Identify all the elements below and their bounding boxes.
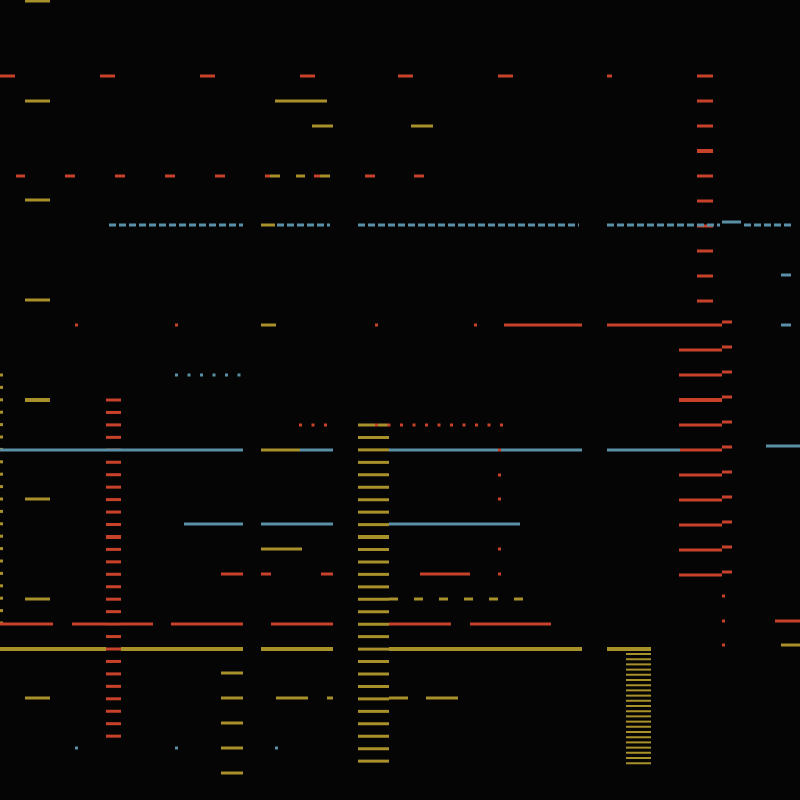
page: (() => { const data = JSON.parse(documen… xyxy=(0,0,800,800)
pattern-canvas xyxy=(0,0,800,800)
background xyxy=(0,0,800,800)
